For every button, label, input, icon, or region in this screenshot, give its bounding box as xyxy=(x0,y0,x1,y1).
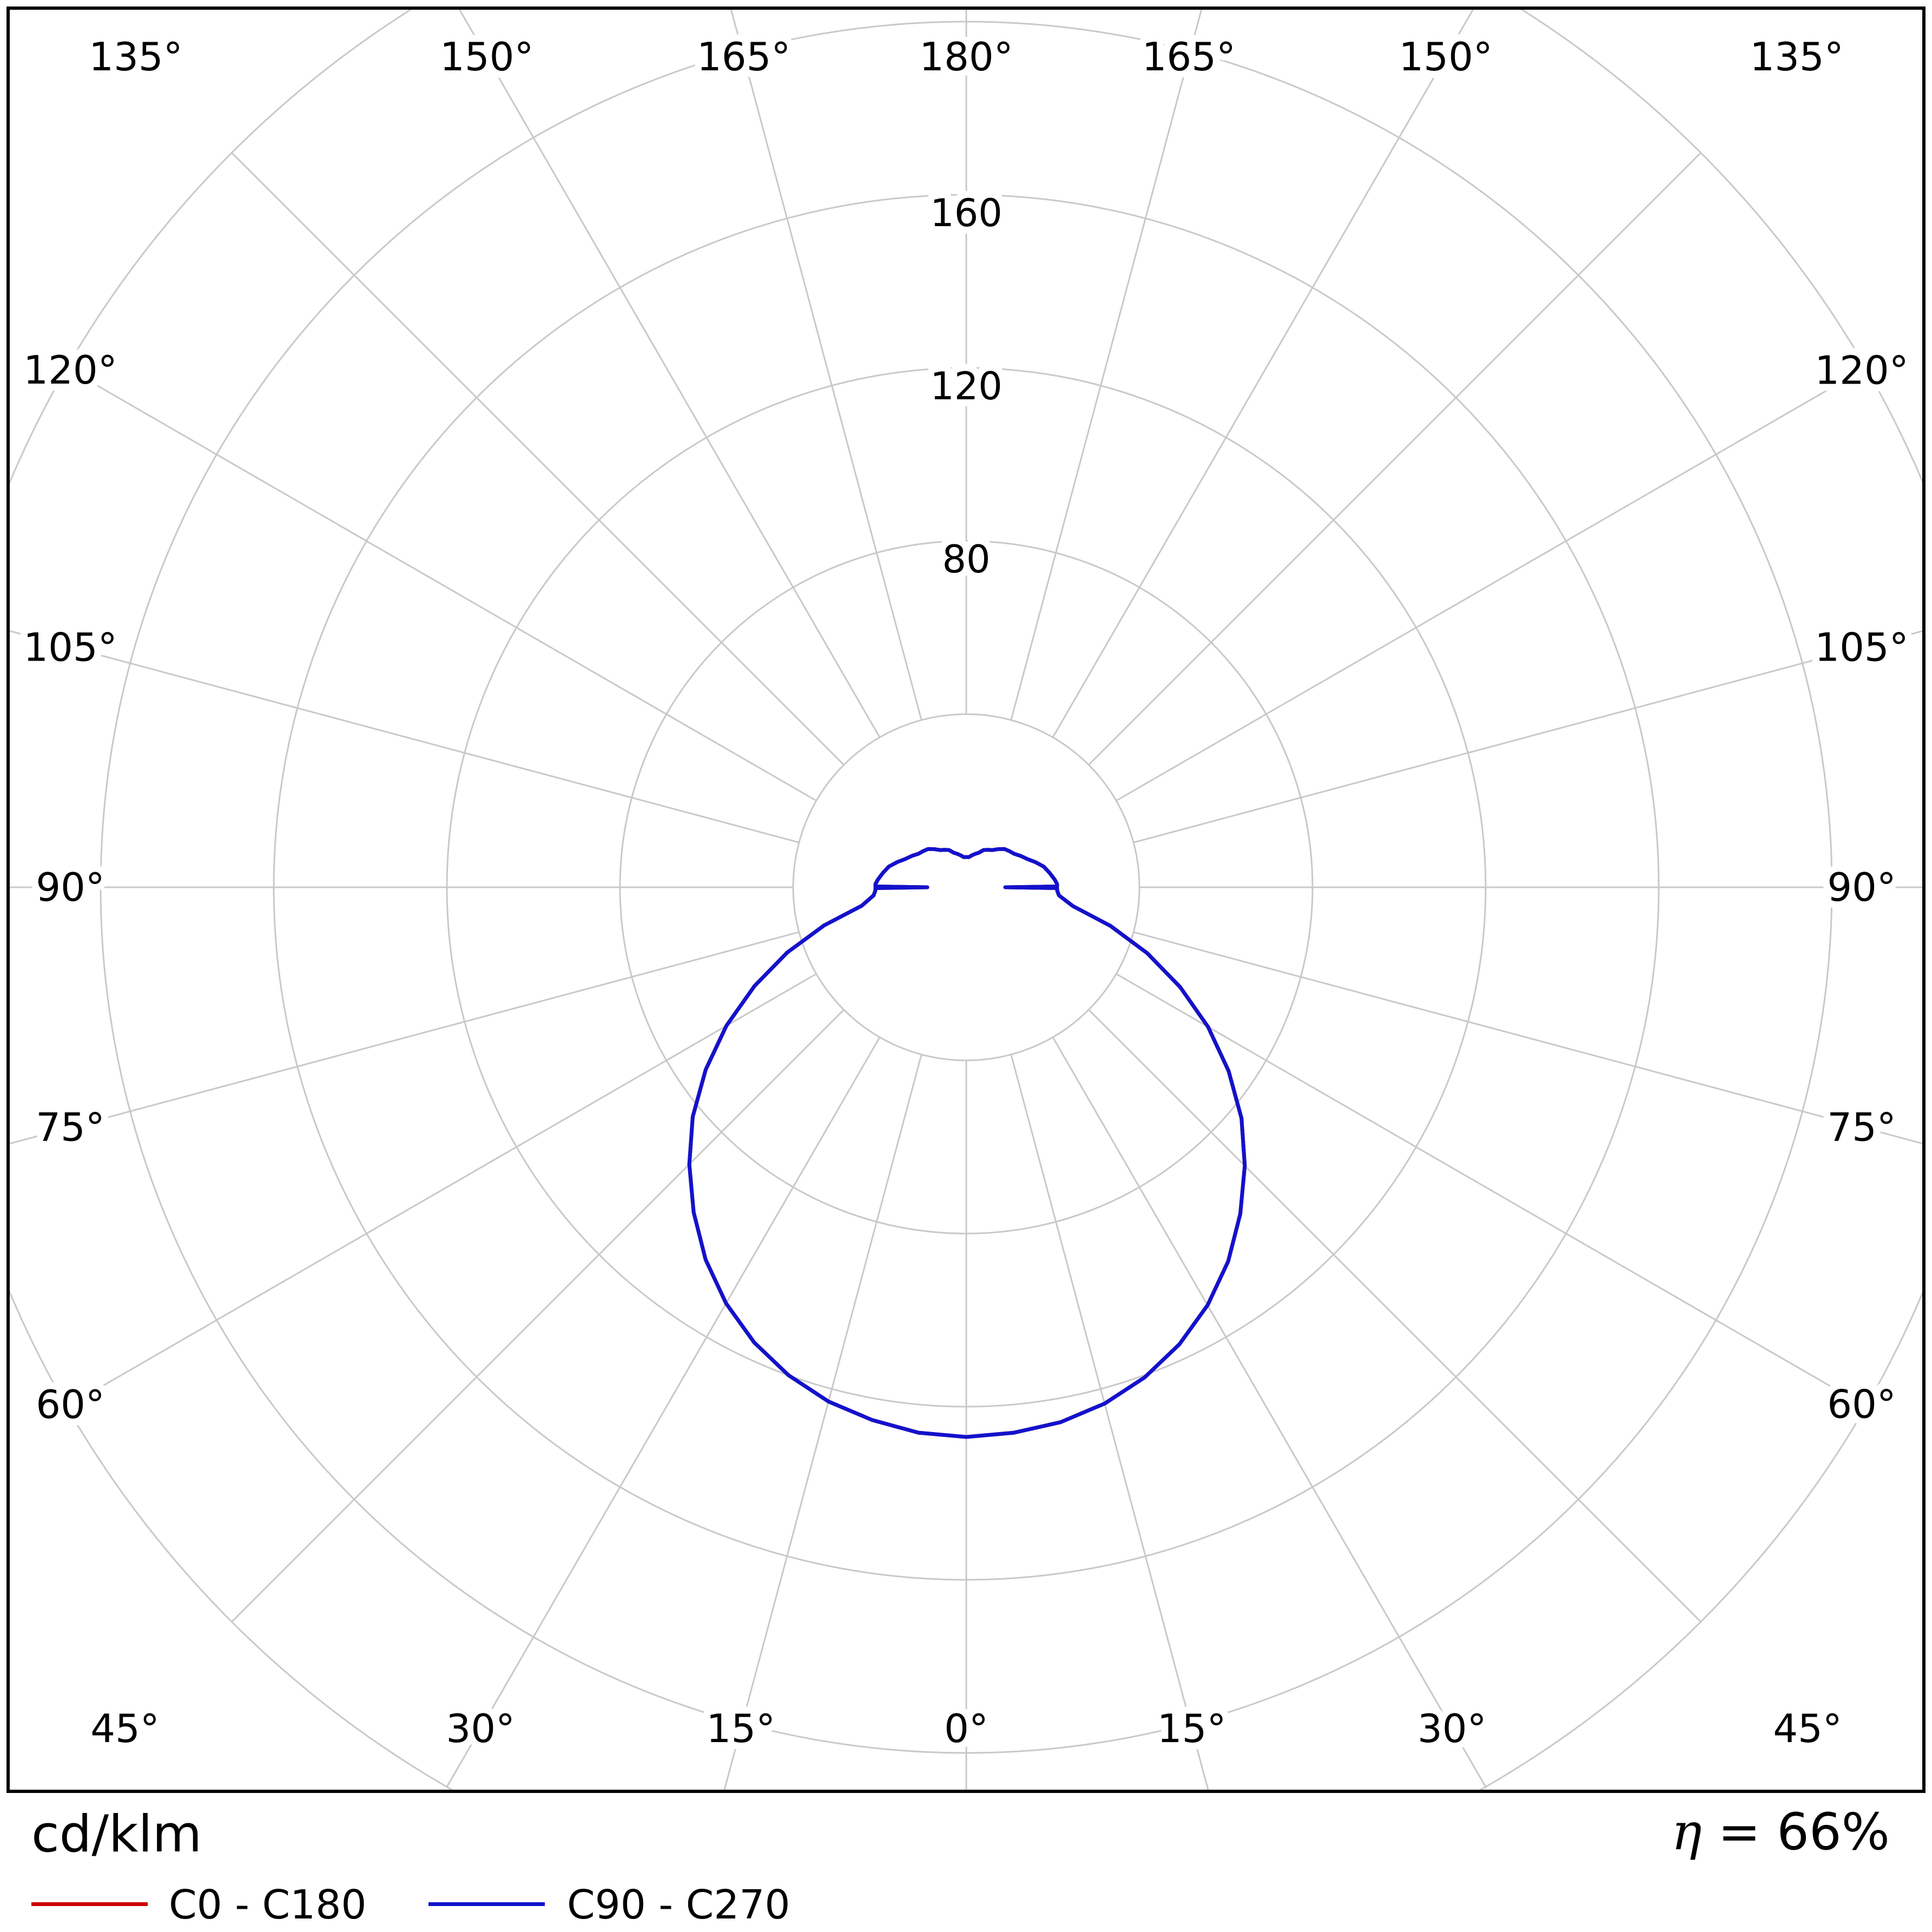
radial-tick-label: 80 xyxy=(942,537,990,582)
grid-ray xyxy=(1052,1037,1487,1788)
angle-label: 30° xyxy=(1417,1706,1487,1751)
grid-ray xyxy=(730,8,922,721)
legend-line-c0-c180 xyxy=(31,1902,148,1906)
angle-label: 75° xyxy=(36,1105,105,1150)
angle-label: 15° xyxy=(1157,1706,1227,1751)
chart-footer: cd/klm η = 66% C0 - C180 C90 - C270 xyxy=(0,1795,1932,1932)
angle-label: 15° xyxy=(707,1706,776,1751)
angle-label: 120° xyxy=(23,347,117,393)
grid-ray xyxy=(231,152,845,766)
polar-grid xyxy=(8,8,1924,1791)
grid-ray xyxy=(231,1009,845,1623)
grid-ray xyxy=(1116,973,1867,1408)
legend: C0 - C180 C90 - C270 xyxy=(0,1877,1932,1931)
angle-label: 75° xyxy=(1827,1104,1896,1150)
eta-symbol: η xyxy=(1671,1803,1702,1862)
grid-ray xyxy=(66,367,817,802)
axis-labels: 0° 15° 15° 30° 30° 45° 45° 60° 60° 75° 75° 90° 90° 10… xyxy=(16,27,1915,1758)
grid-ray xyxy=(8,629,800,843)
angle-label: 45° xyxy=(1773,1706,1842,1751)
angle-label: 60° xyxy=(1827,1382,1896,1427)
grid-ray xyxy=(1010,8,1203,721)
angle-label: 90° xyxy=(1827,865,1896,910)
legend-line-c90-c270 xyxy=(428,1902,545,1906)
grid-ray xyxy=(66,973,817,1408)
angle-label: 150° xyxy=(1399,34,1493,80)
angle-label: 30° xyxy=(446,1706,515,1751)
angle-label: 0° xyxy=(944,1706,988,1751)
angle-label: 90° xyxy=(36,865,105,910)
chart-border xyxy=(6,6,1926,1793)
grid-ray xyxy=(723,1054,922,1791)
curve-C90-C270 xyxy=(687,847,1247,1439)
radial-tick-label: 160 xyxy=(930,191,1003,235)
grid-ray xyxy=(1088,152,1702,766)
angle-label: 150° xyxy=(440,34,533,80)
grid-ray xyxy=(1133,931,1924,1145)
radial-tick-label: 120 xyxy=(930,364,1003,408)
legend-label-c90-c270: C90 - C270 xyxy=(567,1882,790,1928)
polar-photometric-chart: 0° 15° 15° 30° 30° 45° 45° 60° 60° 75° 75° 90° 90° 10… xyxy=(6,6,1926,1793)
grid-ray xyxy=(446,1037,881,1788)
eta-value: = 66% xyxy=(1718,1803,1890,1862)
grid-ray xyxy=(1052,8,1475,738)
grid-ring xyxy=(792,713,1140,1061)
grid-ray xyxy=(1010,1054,1210,1791)
grid-ray xyxy=(8,931,800,1145)
polar-chart-area: 0° 15° 15° 30° 30° 45° 45° 60° 60° 75° 75° 90° 90° 10… xyxy=(6,6,1926,1793)
angle-label: 165° xyxy=(697,34,790,80)
grid-ray xyxy=(1133,630,1924,843)
grid-ray xyxy=(458,8,881,738)
angle-label: 45° xyxy=(90,1706,160,1751)
grid-ray xyxy=(1116,367,1867,802)
angle-label: 120° xyxy=(1815,347,1908,393)
angle-label: 105° xyxy=(23,624,117,670)
legend-label-c0-c180: C0 - C180 xyxy=(169,1882,367,1928)
efficiency-label: η = 66% xyxy=(1671,1803,1890,1862)
angle-label: 135° xyxy=(89,34,182,80)
angle-label: 135° xyxy=(1750,34,1843,80)
angle-label: 60° xyxy=(36,1382,105,1427)
intensity-curves xyxy=(687,847,1247,1439)
angle-label: 180° xyxy=(919,34,1013,80)
angle-label: 105° xyxy=(1815,625,1908,670)
angle-label: 165° xyxy=(1142,34,1236,80)
units-label: cd/klm xyxy=(31,1805,202,1864)
grid-ray xyxy=(1088,1009,1702,1623)
